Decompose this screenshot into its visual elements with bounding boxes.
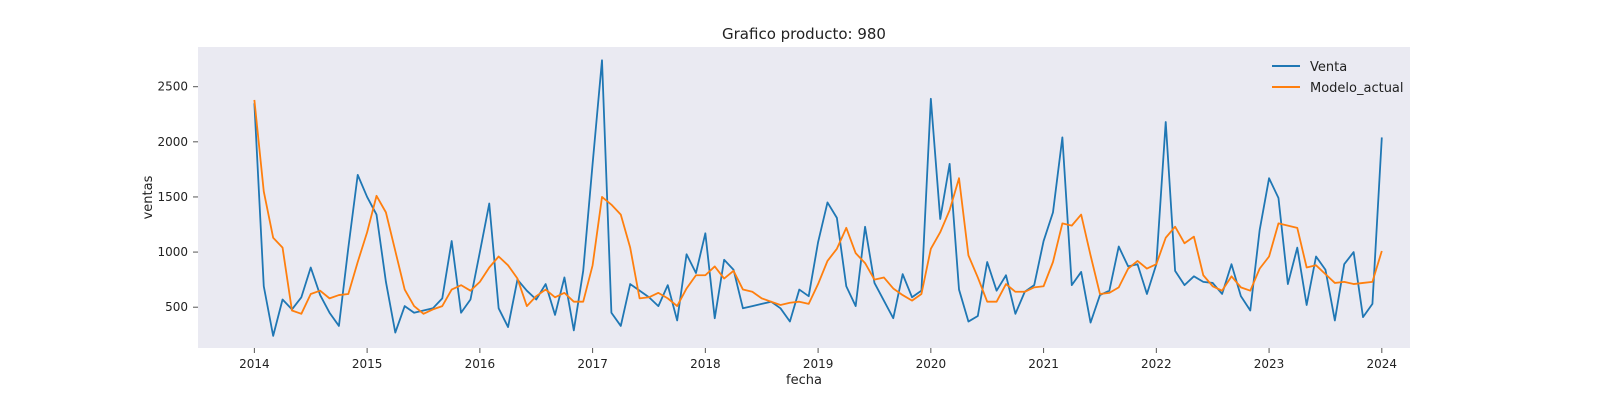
- y-axis: 500 1000 1500 2000 2500: [157, 80, 198, 314]
- x-axis: 2014 2015 2016 2017 2018 2019 2020 2021 2022 2023…: [239, 348, 1397, 371]
- legend-label: Modelo_actual: [1310, 81, 1404, 96]
- x-tick-2019: 2019: [803, 348, 834, 371]
- y-tick-label: 2500: [157, 80, 188, 94]
- y-tick-2500: 2500: [157, 80, 198, 94]
- x-tick-2024: 2024: [1367, 348, 1398, 371]
- x-tick-label: 2016: [465, 357, 496, 371]
- series-line-modelo-actual: [253, 99, 1383, 315]
- plot-area: [198, 47, 1410, 348]
- x-tick-2014: 2014: [239, 348, 270, 371]
- legend-label: Venta: [1310, 60, 1347, 75]
- y-tick-label: 2000: [157, 135, 188, 149]
- legend: Venta Modelo_actual: [1272, 60, 1404, 96]
- chart-title: Grafico producto: 980: [722, 25, 886, 43]
- y-tick-label: 500: [165, 300, 188, 314]
- series-layer: [253, 59, 1383, 337]
- x-tick-label: 2020: [916, 357, 947, 371]
- legend-item-venta: Venta: [1272, 60, 1347, 75]
- x-tick-label: 2017: [577, 357, 608, 371]
- y-tick-label: 1000: [157, 245, 188, 259]
- x-tick-2023: 2023: [1254, 348, 1285, 371]
- y-tick-500: 500: [165, 300, 198, 314]
- x-tick-2018: 2018: [690, 348, 721, 371]
- x-tick-label: 2015: [352, 357, 383, 371]
- x-tick-label: 2019: [803, 357, 834, 371]
- x-tick-label: 2021: [1028, 357, 1059, 371]
- x-tick-label: 2018: [690, 357, 721, 371]
- legend-item-modelo-actual: Modelo_actual: [1272, 81, 1404, 96]
- x-tick-label: 2022: [1141, 357, 1172, 371]
- x-tick-label: 2023: [1254, 357, 1285, 371]
- series-line-venta: [253, 59, 1383, 337]
- x-tick-2017: 2017: [577, 348, 608, 371]
- x-tick-2020: 2020: [916, 348, 947, 371]
- x-tick-label: 2024: [1367, 357, 1398, 371]
- x-tick-label: 2014: [239, 357, 270, 371]
- y-tick-label: 1500: [157, 190, 188, 204]
- y-tick-2000: 2000: [157, 135, 198, 149]
- x-tick-2021: 2021: [1028, 348, 1059, 371]
- x-tick-2016: 2016: [465, 348, 496, 371]
- x-tick-2015: 2015: [352, 348, 383, 371]
- y-axis-title: ventas: [141, 175, 156, 219]
- y-tick-1000: 1000: [157, 245, 198, 259]
- x-axis-title: fecha: [786, 373, 822, 388]
- x-tick-2022: 2022: [1141, 348, 1172, 371]
- y-tick-1500: 1500: [157, 190, 198, 204]
